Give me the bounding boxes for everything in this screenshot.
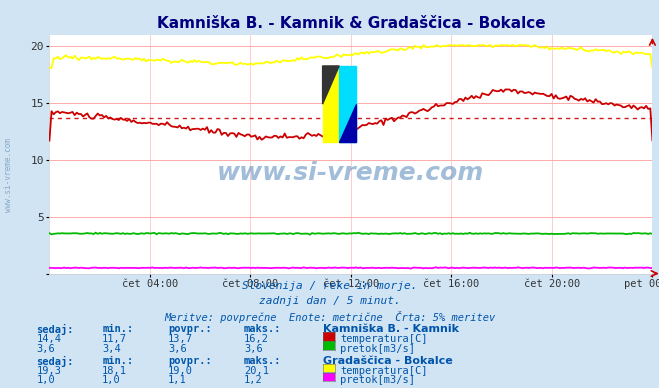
Text: 3,6: 3,6 [244,344,262,354]
Bar [322,66,339,142]
Text: povpr.:: povpr.: [168,356,212,366]
Text: 3,6: 3,6 [168,344,186,354]
Text: temperatura[C]: temperatura[C] [340,334,428,345]
Text: Slovenija / reke in morje.: Slovenija / reke in morje. [242,281,417,291]
Text: 1,2: 1,2 [244,375,262,385]
Title: Kamniška B. - Kamnik & Gradaščica - Bokalce: Kamniška B. - Kamnik & Gradaščica - Boka… [157,16,545,31]
Text: 19,0: 19,0 [168,366,193,376]
Text: maks.:: maks.: [244,324,281,334]
Text: min.:: min.: [102,324,133,334]
Text: Kamniška B. - Kamnik: Kamniška B. - Kamnik [323,324,459,334]
Text: 18,1: 18,1 [102,366,127,376]
Text: sedaj:: sedaj: [36,356,74,367]
Text: 3,4: 3,4 [102,344,121,354]
Text: 1,0: 1,0 [36,375,55,385]
Text: min.:: min.: [102,356,133,366]
Text: temperatura[C]: temperatura[C] [340,366,428,376]
Text: www.si-vreme.com: www.si-vreme.com [217,161,484,185]
Polygon shape [339,104,356,142]
Text: pretok[m3/s]: pretok[m3/s] [340,344,415,354]
Text: Meritve: povprečne  Enote: metrične  Črta: 5% meritev: Meritve: povprečne Enote: metrične Črta:… [164,311,495,323]
Text: 20,1: 20,1 [244,366,269,376]
Bar [339,66,356,142]
Text: 14,4: 14,4 [36,334,61,345]
Text: 19,3: 19,3 [36,366,61,376]
Text: 3,6: 3,6 [36,344,55,354]
Text: 11,7: 11,7 [102,334,127,345]
Text: 1,1: 1,1 [168,375,186,385]
Text: 16,2: 16,2 [244,334,269,345]
Text: 1,0: 1,0 [102,375,121,385]
Text: pretok[m3/s]: pretok[m3/s] [340,375,415,385]
Text: sedaj:: sedaj: [36,324,74,335]
Text: zadnji dan / 5 minut.: zadnji dan / 5 minut. [258,296,401,306]
Text: povpr.:: povpr.: [168,324,212,334]
Text: 13,7: 13,7 [168,334,193,345]
Text: maks.:: maks.: [244,356,281,366]
Polygon shape [322,66,339,104]
Text: www.si-vreme.com: www.si-vreme.com [4,138,13,211]
Text: Gradaščica - Bokalce: Gradaščica - Bokalce [323,356,453,366]
